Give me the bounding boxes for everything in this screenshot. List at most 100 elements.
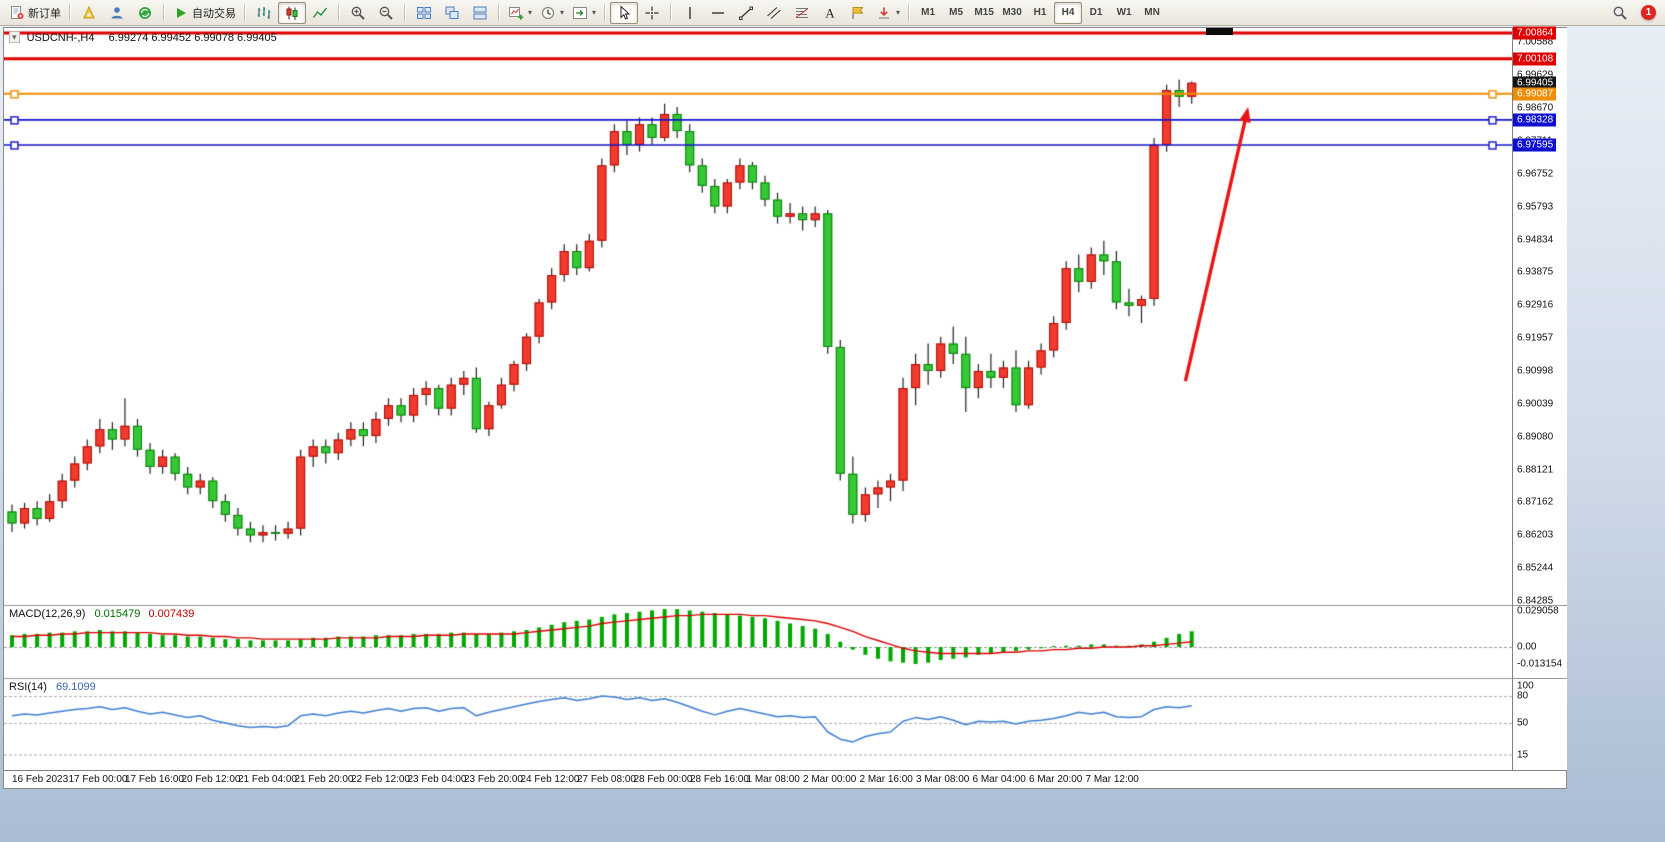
cascade-icon	[444, 5, 460, 21]
toolbar-separator	[69, 4, 71, 21]
timeframe-mn-button[interactable]: MN	[1144, 7, 1160, 18]
chart-window: ▾ USDCNH-,H4 6.99274 6.99452 6.99078 6.9…	[3, 26, 1567, 789]
toolbar-separator	[404, 4, 406, 21]
metaeditor-button[interactable]	[75, 2, 103, 24]
timeframe-m15-button[interactable]: M15	[974, 7, 994, 18]
zoom-out-button[interactable]	[372, 2, 400, 24]
price-axis-label: 6.89080	[1517, 431, 1554, 443]
horizontal-line-button[interactable]	[704, 2, 732, 24]
chart-plus-icon	[508, 5, 524, 21]
tile-h-icon	[472, 5, 488, 21]
macd-indicator-header: MACD(12,26,9) 0.015479 0.007439	[9, 608, 194, 620]
timeframe-h1-button[interactable]: H1	[1033, 7, 1047, 18]
bars-icon	[256, 5, 272, 21]
new-chart-button[interactable]: ▾	[504, 2, 536, 24]
bar-chart-button[interactable]	[250, 2, 278, 24]
zoom-in-button[interactable]	[344, 2, 372, 24]
line-chart-button[interactable]	[306, 2, 334, 24]
chevron-down-icon: ▾	[560, 8, 565, 17]
fibonacci-retracement-button[interactable]	[788, 2, 816, 24]
time-axis-label: 21 Feb 04:00	[238, 774, 297, 785]
equidistant-channel-button[interactable]	[760, 2, 788, 24]
trendline-button[interactable]	[732, 2, 760, 24]
time-axis-label: 16 Feb 2023	[12, 774, 69, 785]
time-axis-label: 21 Feb 20:00	[294, 774, 354, 785]
candles-icon	[284, 5, 300, 21]
zoom-out-icon	[378, 5, 394, 21]
price-axis-label: 6.96752	[1517, 168, 1554, 180]
price-badge: 7.00108	[1513, 52, 1557, 66]
time-axis-label: 22 Feb 12:00	[351, 774, 410, 785]
vline-icon	[682, 5, 698, 21]
zoom-in-icon	[350, 5, 366, 21]
search-button[interactable]	[1606, 2, 1634, 24]
rsi-axis-label: 50	[1517, 717, 1529, 729]
rsi-value: 69.1099	[55, 681, 96, 693]
chevron-down-icon: ▾	[896, 8, 901, 17]
shift-icon	[572, 5, 588, 21]
tile-windows-button[interactable]	[410, 2, 438, 24]
collapse-chart-icon[interactable]: ▾	[9, 31, 20, 43]
timeframe-m1-button[interactable]: M1	[921, 7, 936, 18]
chart-symbol-header: ▾ USDCNH-,H4 6.99274 6.99452 6.99078 6.9…	[9, 31, 277, 44]
candlestick-chart-button[interactable]	[278, 1, 306, 24]
toolbar-separator	[498, 4, 500, 21]
symbol-title: USDCNH-,H4	[26, 32, 95, 44]
toolbar-separator	[163, 4, 165, 21]
price-axis[interactable]: 7.005886.996296.986706.977116.967526.957…	[1512, 26, 1567, 770]
auto-trading-button[interactable]: 自动交易	[169, 2, 240, 24]
timeframe-w1-button[interactable]: W1	[1116, 7, 1132, 18]
timeframe-h4-button[interactable]: H4	[1054, 1, 1083, 24]
rsi-axis-label: 15	[1517, 749, 1529, 760]
price-axis-label: 7.00588	[1517, 36, 1554, 48]
clock-icon	[540, 5, 556, 21]
main-toolbar: 新订单 自动交易 ▾ ▾ ▾ A ▾ M1 M5 M15 M30 H1 H4 D1 W1 MN 1	[0, 0, 1665, 26]
editor-icon	[81, 5, 97, 21]
new-order-button[interactable]: 新订单	[5, 2, 65, 24]
vertical-line-button[interactable]	[676, 2, 704, 24]
macd-label: MACD(12,26,9)	[9, 608, 86, 620]
svg-text:A: A	[825, 5, 835, 20]
text-label-button[interactable]	[844, 2, 872, 24]
market-watch-button[interactable]	[103, 2, 131, 24]
time-axis-label: 2 Mar 16:00	[859, 774, 913, 785]
play-icon	[173, 5, 189, 21]
search-icon	[1612, 5, 1628, 21]
notification-badge[interactable]: 1	[1641, 5, 1656, 20]
rsi-axis-label: 100	[1517, 680, 1534, 692]
time-axis[interactable]: 16 Feb 2023 17 Feb 00:00 17 Feb 16:00 20 Fe…	[4, 770, 1566, 788]
chart-shift-button[interactable]: ▾	[568, 2, 600, 24]
toolbar-separator	[604, 4, 607, 21]
time-axis-label: 28 Feb 00:00	[633, 774, 693, 785]
timeframe-m30-button[interactable]: M30	[1002, 7, 1022, 18]
ohlc-values: 6.99274 6.99452 6.99078 6.99405	[108, 32, 277, 44]
price-badge: 6.97595	[1513, 138, 1557, 152]
fibo-icon	[794, 5, 810, 21]
arrow-objects-button[interactable]: ▾	[872, 2, 904, 24]
macd-axis-label: 0.029058	[1517, 605, 1559, 617]
price-chart-canvas[interactable]	[4, 28, 1512, 770]
toolbar-groups: 新订单 自动交易 ▾ ▾ ▾ A ▾ M1 M5 M15 M30 H1 H4 D1 W1 MN	[5, 0, 1166, 25]
auto-trading-label: 自动交易	[192, 7, 236, 20]
cascade-windows-button[interactable]	[438, 2, 466, 24]
time-axis-label: 23 Feb 04:00	[407, 774, 467, 785]
tile-horizontal-button[interactable]	[466, 2, 494, 24]
timeframe-d1-button[interactable]: D1	[1089, 7, 1103, 18]
price-axis-label: 6.98670	[1517, 102, 1554, 114]
timeframe-m5-button[interactable]: M5	[949, 7, 964, 18]
time-axis-label: 17 Feb 16:00	[125, 774, 184, 785]
macd-axis-label: -0.013154	[1517, 658, 1563, 670]
crosshair-icon	[644, 5, 660, 21]
crosshair-button[interactable]	[638, 2, 666, 24]
chart-top-marker	[1206, 28, 1233, 35]
time-axis-label: 28 Feb 16:00	[690, 774, 749, 785]
time-axis-label: 27 Feb 08:00	[577, 774, 636, 785]
chart-profiles-button[interactable]: ▾	[536, 2, 568, 24]
trend-icon	[738, 5, 754, 21]
macd-axis-label: 0.00	[1517, 641, 1537, 653]
price-axis-label: 6.94834	[1517, 234, 1554, 246]
text-button[interactable]: A	[816, 2, 844, 24]
time-axis-label: 1 Mar 08:00	[746, 774, 800, 785]
community-button[interactable]	[131, 2, 159, 24]
cursor-button[interactable]	[610, 1, 639, 24]
